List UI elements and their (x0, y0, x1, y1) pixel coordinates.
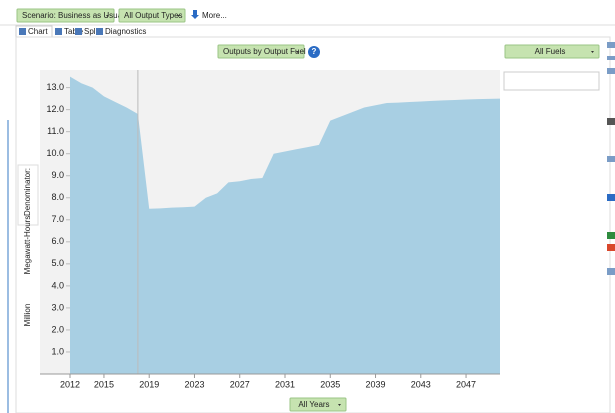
x-tick-label: 2043 (411, 379, 431, 389)
output-label: Outputs by Output Fuel (223, 47, 306, 56)
x-tick-label: 2027 (230, 379, 250, 389)
output-types-label: All Output Types (124, 11, 183, 20)
years-selector[interactable]: All Years (289, 397, 347, 412)
tab-label[interactable]: Diagnostics (105, 27, 146, 36)
x-tick-label: 2012 (60, 379, 80, 389)
years-label: All Years (298, 400, 329, 409)
y-axis-label: Million (23, 304, 32, 327)
fuels-selector[interactable]: All Fuels (504, 44, 600, 59)
tab-label[interactable]: Chart (28, 27, 48, 36)
y-tick-label: 11.0 (47, 126, 64, 136)
area (70, 76, 500, 374)
y-tick-label: 7.0 (51, 214, 64, 224)
tab-icon (75, 28, 82, 35)
x-tick-label: 2047 (456, 379, 476, 389)
scenario-label: Scenario: Business as Usual (22, 11, 124, 20)
right-toolbar (607, 42, 615, 275)
chart: 1.0 2.0 3.0 4.0 5.0 6.0 7.0 8.0 9.0 10.0 11.0 12.0 1… (23, 70, 563, 389)
y-tick-label: 6.0 (51, 236, 64, 246)
help-button[interactable]: ? (308, 46, 320, 58)
x-tick-label: 2023 (184, 379, 204, 389)
tab-label[interactable]: Table (64, 27, 84, 36)
tabs: Chart Table Split Diagnostics (15, 25, 146, 38)
tab-label[interactable]: Split (84, 27, 100, 36)
y-tick-label: 9.0 (51, 170, 64, 180)
y-axis-label: Megawatt-Hours (23, 216, 32, 275)
more-label: More... (202, 11, 227, 20)
tab-icon (55, 28, 62, 35)
x-tick-label: 2019 (139, 379, 159, 389)
y-tick-label: 2.0 (51, 324, 64, 334)
help-label: ? (312, 47, 317, 56)
x-tick-label: 2035 (320, 379, 340, 389)
output-selector[interactable]: Outputs by Output Fuel (217, 44, 306, 59)
y-tick-label: 1.0 (51, 346, 64, 356)
x-tick-label: 2015 (94, 379, 114, 389)
y-tick-label: 3.0 (51, 302, 64, 312)
y-tick-label: 8.0 (51, 192, 64, 202)
scenario-button[interactable]: Scenario: Business as Usual (16, 8, 124, 23)
y-tick-label: 13.0 (46, 82, 64, 92)
denominator-box (17, 164, 39, 226)
more-button[interactable]: More... (191, 10, 227, 20)
tab-icon (96, 28, 103, 35)
y-tick-label: 12.0 (46, 104, 64, 114)
legend (503, 71, 600, 91)
y-tick-label: 5.0 (51, 258, 64, 268)
x-tick-label: 2031 (275, 379, 295, 389)
y-axis-label: Denominator: (23, 168, 32, 216)
x-tick-label: 2039 (366, 379, 386, 389)
tab-icon (19, 28, 26, 35)
y-tick-label: 4.0 (51, 280, 64, 290)
output-types-button[interactable]: All Output Types (118, 8, 186, 23)
fuels-label: All Fuels (535, 47, 566, 56)
y-tick-label: 10.0 (46, 148, 64, 158)
